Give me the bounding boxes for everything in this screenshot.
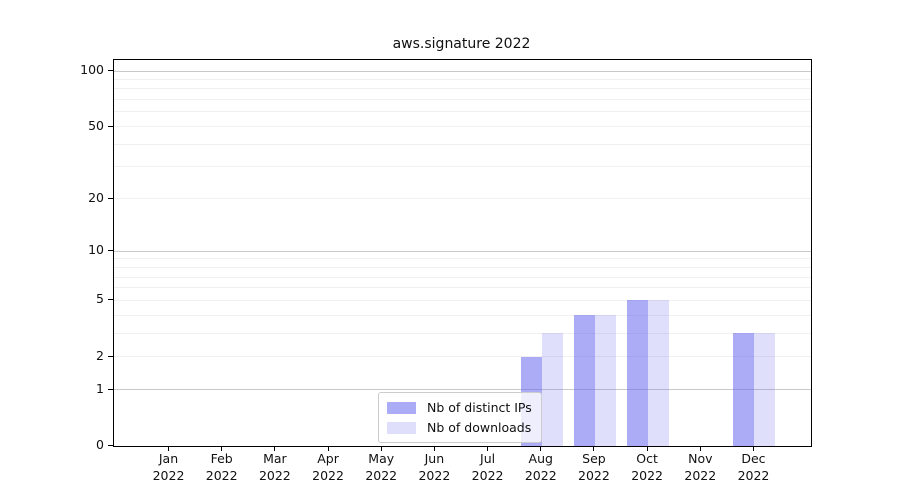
- bar-downloads-oct-2022: [648, 300, 670, 446]
- x-tick-label-jul-2022: Jul 2022: [471, 451, 504, 483]
- x-tick-5: [380, 446, 382, 451]
- x-tick-6: [433, 446, 435, 451]
- gridline-y-3: [114, 332, 811, 334]
- y-tick-10: [108, 250, 113, 252]
- legend-label-distinct-ips: Nb of distinct IPs: [427, 400, 532, 415]
- y-tick-1: [108, 388, 113, 390]
- gridline-y-60: [114, 111, 811, 113]
- x-tick-label-mar-2022: Mar 2022: [258, 451, 291, 483]
- x-tick-9: [593, 446, 595, 451]
- bar-distinct-ips-oct-2022: [627, 300, 649, 446]
- gridline-y-100: [114, 70, 811, 72]
- gridline-y-30: [114, 166, 811, 168]
- y-tick-label-10: 10: [88, 242, 104, 258]
- gridline-y-6: [114, 287, 811, 289]
- y-tick-label-20: 20: [88, 189, 104, 205]
- gridline-y-70: [114, 99, 811, 101]
- x-tick-label-oct-2022: Oct 2022: [631, 451, 664, 483]
- gridline-y-50: [114, 126, 811, 128]
- gridline-y-20: [114, 198, 811, 200]
- bar-downloads-sep-2022: [594, 315, 616, 446]
- gridline-y-2: [114, 356, 811, 358]
- legend-item-downloads: Nb of downloads: [387, 419, 532, 436]
- x-tick-label-nov-2022: Nov 2022: [684, 451, 717, 483]
- y-tick-label-0: 0: [96, 437, 104, 452]
- gridline-y-1: [114, 389, 811, 391]
- x-tick-1: [168, 446, 169, 451]
- y-tick-label-100: 100: [80, 62, 104, 77]
- legend-label-downloads: Nb of downloads: [427, 420, 532, 435]
- legend-swatch-downloads: [387, 421, 416, 434]
- gridline-y-10: [114, 250, 811, 252]
- legend-item-distinct-ips: Nb of distinct IPs: [387, 399, 532, 416]
- y-tick-100: [108, 70, 113, 71]
- x-tick-12: [752, 446, 754, 451]
- x-tick-label-aug-2022: Aug 2022: [524, 451, 557, 483]
- bar-downloads-aug-2022: [541, 333, 563, 446]
- x-tick-4: [327, 446, 329, 451]
- gridline-y-40: [114, 143, 811, 145]
- y-tick-label-2: 2: [96, 347, 104, 363]
- gridline-y-9: [114, 258, 811, 260]
- bar-distinct-ips-sep-2022: [573, 315, 595, 446]
- gridline-y-5: [114, 299, 811, 301]
- x-tick-label-jun-2022: Jun 2022: [418, 451, 451, 483]
- bar-distinct-ips-dec-2022: [733, 333, 755, 446]
- legend: Nb of distinct IPs Nb of downloads: [378, 392, 542, 443]
- plot-area: [113, 59, 812, 447]
- x-tick-11: [699, 446, 701, 451]
- x-tick-label-jan-2022: Jan 2022: [152, 451, 185, 483]
- x-tick-3: [274, 446, 276, 451]
- bar-downloads-dec-2022: [754, 333, 776, 446]
- legend-swatch-distinct-ips: [387, 401, 416, 414]
- y-tick-label-50: 50: [88, 117, 104, 133]
- x-tick-label-apr-2022: Apr 2022: [312, 451, 344, 483]
- x-tick-label-may-2022: May 2022: [365, 451, 398, 483]
- x-tick-2: [221, 446, 223, 451]
- y-tick-5: [108, 299, 113, 301]
- y-tick-label-5: 5: [96, 291, 104, 307]
- gridline-y-4: [114, 314, 811, 316]
- y-tick-20: [108, 197, 113, 199]
- x-tick-8: [540, 446, 542, 451]
- x-tick-label-dec-2022: Dec 2022: [737, 451, 770, 483]
- x-tick-label-feb-2022: Feb 2022: [205, 451, 238, 483]
- gridline-y-90: [114, 78, 811, 80]
- gridline-y-7: [114, 276, 811, 278]
- y-tick-50: [108, 125, 113, 127]
- x-tick-label-sep-2022: Sep 2022: [578, 451, 610, 483]
- x-tick-7: [487, 446, 489, 451]
- y-tick-0: [108, 445, 113, 446]
- y-tick-2: [108, 355, 113, 357]
- chart-title: aws.signature 2022: [392, 36, 531, 52]
- y-tick-label-1: 1: [96, 380, 104, 396]
- gridline-y-8: [114, 266, 811, 268]
- x-tick-10: [646, 446, 648, 451]
- gridline-y-80: [114, 88, 811, 90]
